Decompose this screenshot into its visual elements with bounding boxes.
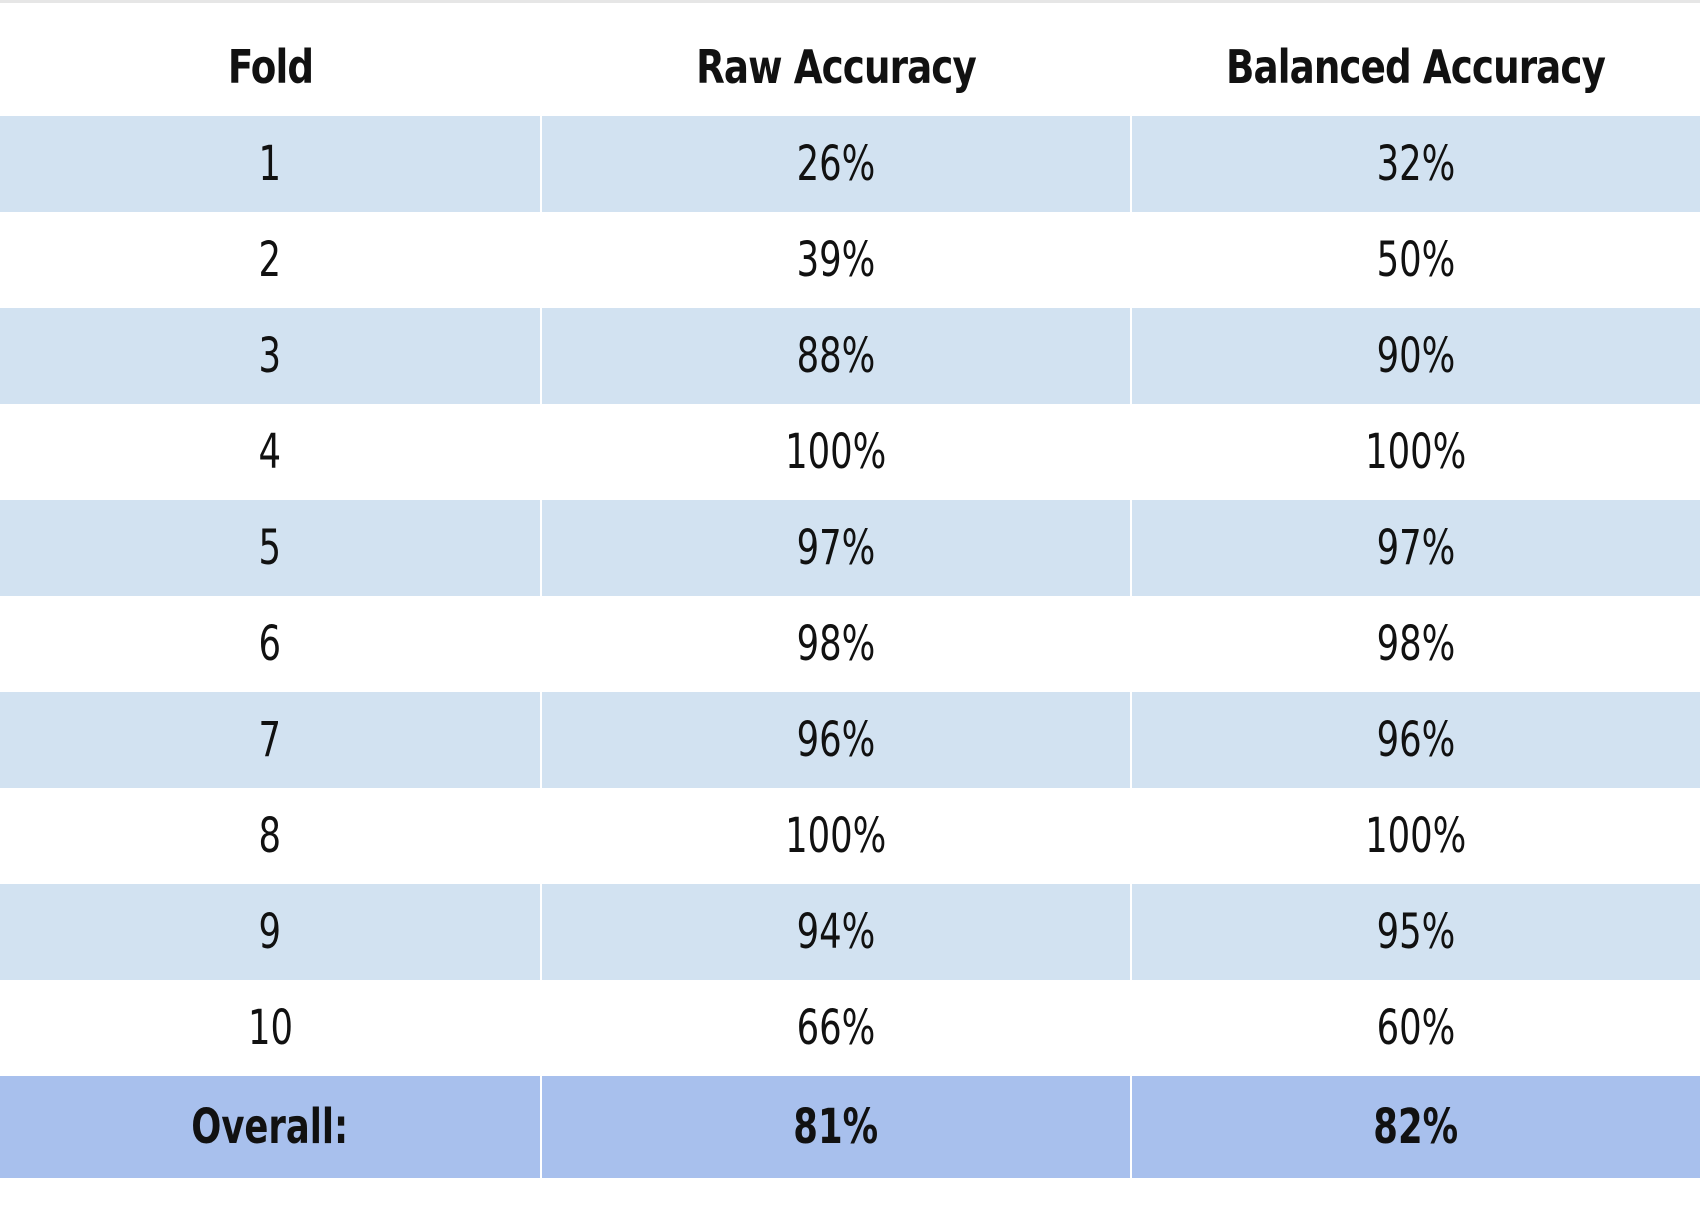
table-row: 5 97% 97%	[0, 500, 1700, 596]
raw-accuracy-cell: 88%	[540, 308, 1131, 404]
balanced-accuracy-cell: 60%	[1130, 980, 1700, 1076]
balanced-accuracy-cell: 95%	[1130, 884, 1700, 980]
header-fold: Fold	[27, 18, 514, 116]
table-row: 7 96% 96%	[0, 692, 1700, 788]
raw-accuracy-cell: 98%	[540, 596, 1131, 692]
raw-accuracy-cell: 100%	[540, 788, 1131, 884]
table-row: 4 100% 100%	[0, 404, 1700, 500]
fold-cell: 3	[0, 308, 541, 404]
table-row: 1 26% 32%	[0, 116, 1700, 212]
table-row: 8 100% 100%	[0, 788, 1700, 884]
overall-row: Overall: 81% 82%	[0, 1076, 1700, 1178]
header-row: Fold Raw Accuracy Balanced Accuracy	[0, 18, 1700, 116]
table-row: 6 98% 98%	[0, 596, 1700, 692]
raw-accuracy-cell: 39%	[540, 212, 1131, 308]
fold-cell: 6	[0, 596, 541, 692]
raw-accuracy-cell: 97%	[540, 500, 1131, 596]
overall-raw-accuracy: 81%	[540, 1076, 1131, 1178]
overall-label: Overall:	[0, 1076, 541, 1178]
raw-accuracy-cell: 94%	[540, 884, 1131, 980]
fold-cell: 7	[0, 692, 541, 788]
table-row: 9 94% 95%	[0, 884, 1700, 980]
raw-accuracy-cell: 96%	[540, 692, 1131, 788]
raw-accuracy-cell: 26%	[540, 116, 1131, 212]
fold-cell: 10	[0, 980, 541, 1076]
table-row: 2 39% 50%	[0, 212, 1700, 308]
balanced-accuracy-cell: 98%	[1130, 596, 1700, 692]
table-row: 10 66% 60%	[0, 980, 1700, 1076]
table-header: Fold Raw Accuracy Balanced Accuracy	[0, 18, 1700, 116]
fold-cell: 4	[0, 404, 541, 500]
table-body: 1 26% 32% 2 39% 50% 3 88% 90% 4 100% 100…	[0, 116, 1700, 1178]
fold-cell: 9	[0, 884, 541, 980]
balanced-accuracy-cell: 100%	[1130, 404, 1700, 500]
balanced-accuracy-cell: 50%	[1130, 212, 1700, 308]
balanced-accuracy-cell: 32%	[1130, 116, 1700, 212]
balanced-accuracy-cell: 90%	[1130, 308, 1700, 404]
balanced-accuracy-cell: 96%	[1130, 692, 1700, 788]
balanced-accuracy-cell: 97%	[1130, 500, 1700, 596]
table-row: 3 88% 90%	[0, 308, 1700, 404]
balanced-accuracy-cell: 100%	[1130, 788, 1700, 884]
fold-cell: 5	[0, 500, 541, 596]
fold-cell: 2	[0, 212, 541, 308]
raw-accuracy-cell: 66%	[540, 980, 1131, 1076]
header-raw-accuracy: Raw Accuracy	[570, 18, 1102, 116]
fold-cell: 8	[0, 788, 541, 884]
overall-balanced-accuracy: 82%	[1130, 1076, 1700, 1178]
results-table: Fold Raw Accuracy Balanced Accuracy 1 26…	[0, 18, 1700, 1178]
header-balanced-accuracy: Balanced Accuracy	[1159, 18, 1672, 116]
top-divider	[0, 0, 1700, 3]
raw-accuracy-cell: 100%	[540, 404, 1131, 500]
fold-cell: 1	[0, 116, 541, 212]
